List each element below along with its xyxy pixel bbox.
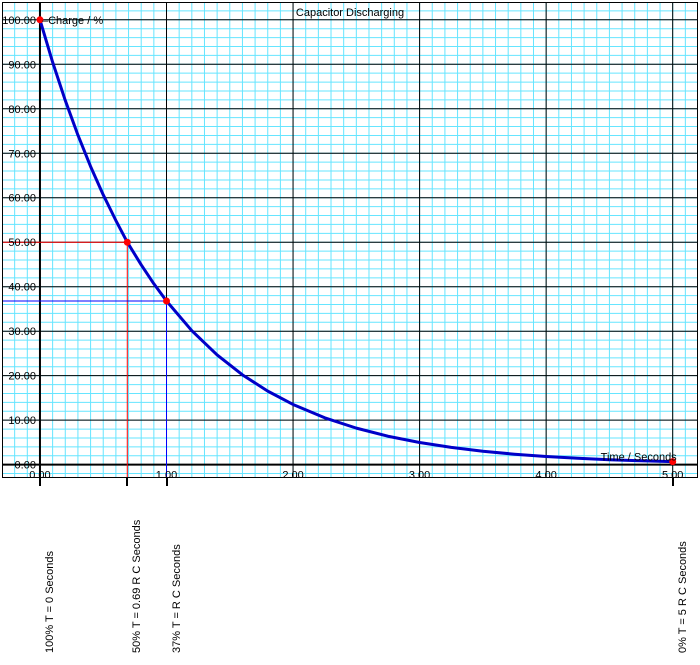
annotation-label: 0% T = 5 R C Seconds xyxy=(677,541,689,653)
svg-text:90.00: 90.00 xyxy=(8,59,36,71)
annotation-tick xyxy=(39,478,41,486)
svg-text:40.00: 40.00 xyxy=(8,282,36,294)
svg-text:Capacitor Discharging: Capacitor Discharging xyxy=(296,7,404,19)
svg-text:50.00: 50.00 xyxy=(8,237,36,249)
svg-text:2.00: 2.00 xyxy=(282,470,303,478)
annotation-label: 50% T = 0.69 R C Seconds xyxy=(131,520,143,653)
svg-text:Time / Seconds: Time / Seconds xyxy=(601,452,678,464)
svg-text:80.00: 80.00 xyxy=(8,104,36,116)
svg-text:60.00: 60.00 xyxy=(8,193,36,205)
annotation-label: 100% T = 0 Seconds xyxy=(44,551,56,653)
annotation-tick xyxy=(126,478,128,486)
annotation-tick xyxy=(672,478,674,486)
annotation-tick xyxy=(166,478,168,486)
svg-text:100.00: 100.00 xyxy=(2,15,36,27)
chart-container: 0.00 10.00 20.00 30.00 40.00 50.00 60.00 70.00 8… xyxy=(0,0,700,665)
svg-text:0.00: 0.00 xyxy=(29,470,50,478)
svg-text:1.00: 1.00 xyxy=(156,470,177,478)
annotation-label: 37% T = R C Seconds xyxy=(171,544,183,653)
svg-text:30.00: 30.00 xyxy=(8,326,36,338)
svg-text:4.00: 4.00 xyxy=(535,470,556,478)
svg-text:–Charge / %: –Charge / % xyxy=(42,15,103,27)
svg-text:10.00: 10.00 xyxy=(8,415,36,427)
svg-text:3.00: 3.00 xyxy=(409,470,430,478)
svg-text:70.00: 70.00 xyxy=(8,148,36,160)
chart-plot: 0.00 10.00 20.00 30.00 40.00 50.00 60.00 70.00 8… xyxy=(2,2,698,478)
svg-text:20.00: 20.00 xyxy=(8,371,36,383)
svg-text:5.00: 5.00 xyxy=(662,470,683,478)
